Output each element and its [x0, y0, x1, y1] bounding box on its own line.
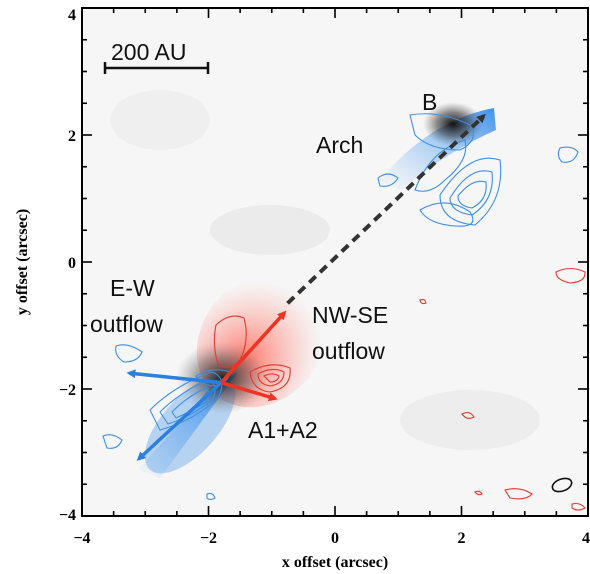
- y-tick-label: −4: [59, 507, 76, 524]
- arch-label: Arch: [316, 132, 363, 158]
- black-contour: [551, 477, 573, 493]
- source-A-dust: [176, 342, 268, 414]
- nwse-outflow-label: NW-SE outflow: [312, 302, 388, 364]
- axis-ticks: [81, 7, 589, 517]
- source-A-label: A1+A2: [248, 417, 318, 443]
- x-tick-label: −4: [73, 530, 90, 547]
- nwse-outflow-arrow: [220, 380, 278, 402]
- y-tick-label: 4: [68, 7, 76, 24]
- ew-outflow-arrow: [126, 369, 222, 385]
- ew-outflow-label: E-W outflow: [90, 275, 163, 337]
- x-tick-label: 4: [582, 530, 590, 547]
- scale-bar-label: 200 AU: [111, 39, 186, 65]
- image-layer: [102, 90, 586, 511]
- x-tick-label: −2: [200, 530, 217, 547]
- x-tick-label: 2: [458, 530, 466, 547]
- source-B-label: B: [422, 89, 437, 115]
- axis-tick-labels: −4 −2 0 2 4 −4 −2 0 2 4: [59, 7, 590, 547]
- y-tick-label: 0: [68, 255, 76, 272]
- ew-outflow-arrow: [136, 381, 223, 461]
- nwse-outflow-arrow: [219, 310, 287, 384]
- y-tick-label: 2: [68, 128, 76, 145]
- y-tick-label: −2: [59, 382, 76, 399]
- a-to-b-arrow: [286, 113, 486, 305]
- scale-bar: 200 AU: [103, 39, 210, 74]
- x-tick-label: 0: [331, 530, 339, 547]
- x-axis-title: x offset (arcsec): [282, 554, 388, 571]
- arrows-layer: [126, 113, 486, 461]
- y-axis-title: y offset (arcsec): [14, 209, 31, 315]
- source-B-dust: [423, 102, 483, 146]
